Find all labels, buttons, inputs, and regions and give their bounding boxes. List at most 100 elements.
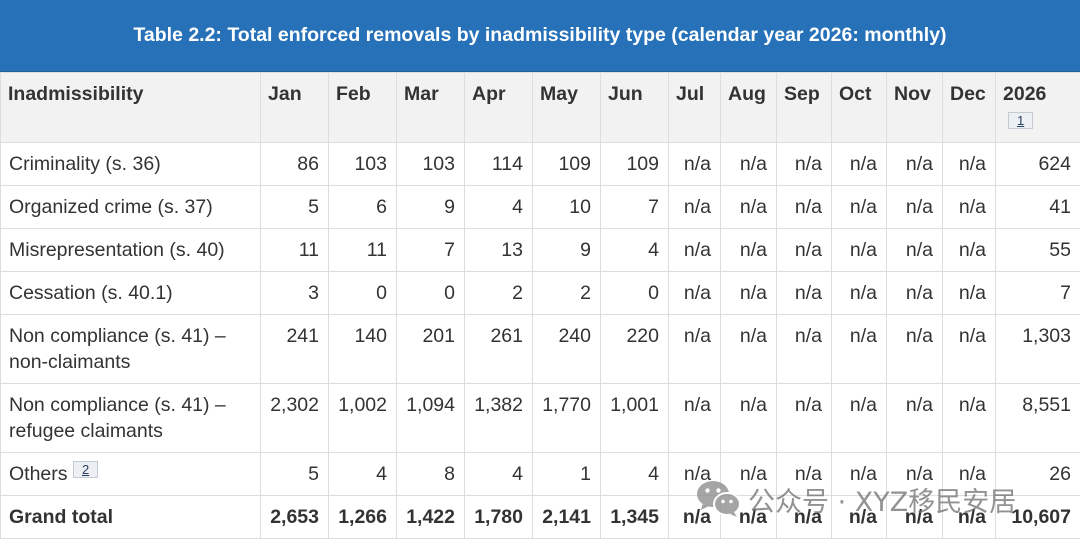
table-cell: 1,266 bbox=[328, 495, 397, 539]
table-caption: Table 2.2: Total enforced removals by in… bbox=[0, 0, 1080, 72]
table-cell-na: n/a bbox=[942, 142, 996, 186]
table-cell-na: n/a bbox=[886, 142, 943, 186]
table-cell-na: n/a bbox=[942, 452, 996, 496]
table-cell: 2,141 bbox=[532, 495, 601, 539]
table-cell: 220 bbox=[600, 314, 669, 384]
table-cell: 1,770 bbox=[532, 383, 601, 453]
table-cell: 9 bbox=[532, 228, 601, 272]
column-header-label: Jun bbox=[608, 83, 643, 105]
column-header-jan: Jan bbox=[260, 72, 329, 143]
table-cell-na: n/a bbox=[668, 452, 721, 496]
column-header-label: Apr bbox=[472, 83, 506, 105]
row-label: Others 2 bbox=[0, 452, 261, 496]
table-cell-na: n/a bbox=[831, 228, 887, 272]
column-header-feb: Feb bbox=[328, 72, 397, 143]
row-label-text: Non compliance (s. 41) – non-claimants bbox=[9, 325, 226, 373]
row-label: Non compliance (s. 41) – non-claimants bbox=[0, 314, 261, 384]
column-header-label: Jul bbox=[676, 83, 705, 105]
column-header-mar: Mar bbox=[396, 72, 465, 143]
table-cell: 55 bbox=[995, 228, 1080, 272]
row-label-text: Organized crime (s. 37) bbox=[9, 196, 213, 218]
table-cell: 103 bbox=[328, 142, 397, 186]
table-cell: 7 bbox=[600, 185, 669, 229]
table-cell-na: n/a bbox=[776, 452, 832, 496]
table-cell: 1,345 bbox=[600, 495, 669, 539]
row-label: Misrepresentation (s. 40) bbox=[0, 228, 261, 272]
column-header-aug: Aug bbox=[720, 72, 777, 143]
table-cell: 41 bbox=[995, 185, 1080, 229]
table-row: Non compliance (s. 41) – non-claimants 24… bbox=[0, 314, 1080, 384]
table-cell-na: n/a bbox=[831, 452, 887, 496]
row-label-text: Grand total bbox=[9, 506, 114, 528]
column-header-label: Mar bbox=[404, 83, 439, 105]
table-cell-na: n/a bbox=[776, 271, 832, 315]
table-row: Misrepresentation (s. 40) 11 11 7 13 9 4 n/a n/a… bbox=[0, 228, 1080, 272]
table-row: Others 2 5 4 8 4 1 4 n/a n/a n/a n/a n/a n/a 26 bbox=[0, 452, 1080, 496]
table-cell: 5 bbox=[260, 452, 329, 496]
table-cell-na: n/a bbox=[886, 185, 943, 229]
column-header-oct: Oct bbox=[831, 72, 887, 143]
column-header-label: 2026 bbox=[1003, 83, 1047, 105]
table-body: Criminality (s. 36) 86 103 103 114 109 109 n/a n… bbox=[0, 142, 1080, 539]
table-cell-na: n/a bbox=[720, 142, 777, 186]
row-label: Non compliance (s. 41) – refugee claiman… bbox=[0, 383, 261, 453]
table-cell: 103 bbox=[396, 142, 465, 186]
table-header-row: Inadmissibility Jan Feb Mar Apr May Jun Jul Aug S… bbox=[0, 72, 1080, 143]
removals-table: Inadmissibility Jan Feb Mar Apr May Jun Jul Aug S… bbox=[0, 72, 1080, 539]
table-cell-na: n/a bbox=[668, 271, 721, 315]
table-cell: 1,303 bbox=[995, 314, 1080, 384]
table-cell: 26 bbox=[995, 452, 1080, 496]
table-cell-na: n/a bbox=[720, 314, 777, 384]
row-label-text: Non compliance (s. 41) – refugee claiman… bbox=[9, 394, 226, 442]
row-label: Grand total bbox=[0, 495, 261, 539]
column-header-label: Aug bbox=[728, 83, 766, 105]
table-cell: 2,653 bbox=[260, 495, 329, 539]
table-cell: 10,607 bbox=[995, 495, 1080, 539]
table-cell-na: n/a bbox=[831, 314, 887, 384]
column-header-may: May bbox=[532, 72, 601, 143]
table-cell: 0 bbox=[396, 271, 465, 315]
table-cell-na: n/a bbox=[942, 495, 996, 539]
table-cell: 1,094 bbox=[396, 383, 465, 453]
column-header-dec: Dec bbox=[942, 72, 996, 143]
table-cell: 9 bbox=[396, 185, 465, 229]
table-cell-na: n/a bbox=[886, 495, 943, 539]
table-cell: 241 bbox=[260, 314, 329, 384]
table-cell: 109 bbox=[600, 142, 669, 186]
table-cell-na: n/a bbox=[668, 314, 721, 384]
row-label: Cessation (s. 40.1) bbox=[0, 271, 261, 315]
table-cell-na: n/a bbox=[886, 383, 943, 453]
row-label-text: Cessation (s. 40.1) bbox=[9, 282, 173, 304]
table-cell: 3 bbox=[260, 271, 329, 315]
table-cell: 1,002 bbox=[328, 383, 397, 453]
table-row: Non compliance (s. 41) – refugee claiman… bbox=[0, 383, 1080, 453]
table-cell: 2 bbox=[532, 271, 601, 315]
table-cell: 6 bbox=[328, 185, 397, 229]
table-cell-na: n/a bbox=[831, 495, 887, 539]
column-header-2026: 2026 1 bbox=[995, 72, 1080, 143]
table-cell: 4 bbox=[600, 452, 669, 496]
column-header-jun: Jun bbox=[600, 72, 669, 143]
table-cell-na: n/a bbox=[942, 314, 996, 384]
table-cell-na: n/a bbox=[886, 314, 943, 384]
table-cell: 2,302 bbox=[260, 383, 329, 453]
column-header-label: Nov bbox=[894, 83, 931, 105]
column-header-label: Inadmissibility bbox=[8, 83, 144, 105]
table-cell-na: n/a bbox=[720, 383, 777, 453]
table-cell: 5 bbox=[260, 185, 329, 229]
table-cell-na: n/a bbox=[886, 271, 943, 315]
table-cell: 0 bbox=[328, 271, 397, 315]
table-cell-na: n/a bbox=[720, 452, 777, 496]
footnote-link-2[interactable]: 2 bbox=[72, 461, 99, 479]
table-cell-na: n/a bbox=[776, 383, 832, 453]
column-header-label: Feb bbox=[336, 83, 371, 105]
row-label-text: Misrepresentation (s. 40) bbox=[9, 239, 225, 261]
table-cell: 201 bbox=[396, 314, 465, 384]
footnote-link-1[interactable]: 1 bbox=[1008, 112, 1034, 130]
footnote-marker: 2 bbox=[72, 458, 99, 480]
row-label: Criminality (s. 36) bbox=[0, 142, 261, 186]
table-cell: 1,780 bbox=[464, 495, 533, 539]
table-cell: 1,422 bbox=[396, 495, 465, 539]
table-cell: 4 bbox=[328, 452, 397, 496]
